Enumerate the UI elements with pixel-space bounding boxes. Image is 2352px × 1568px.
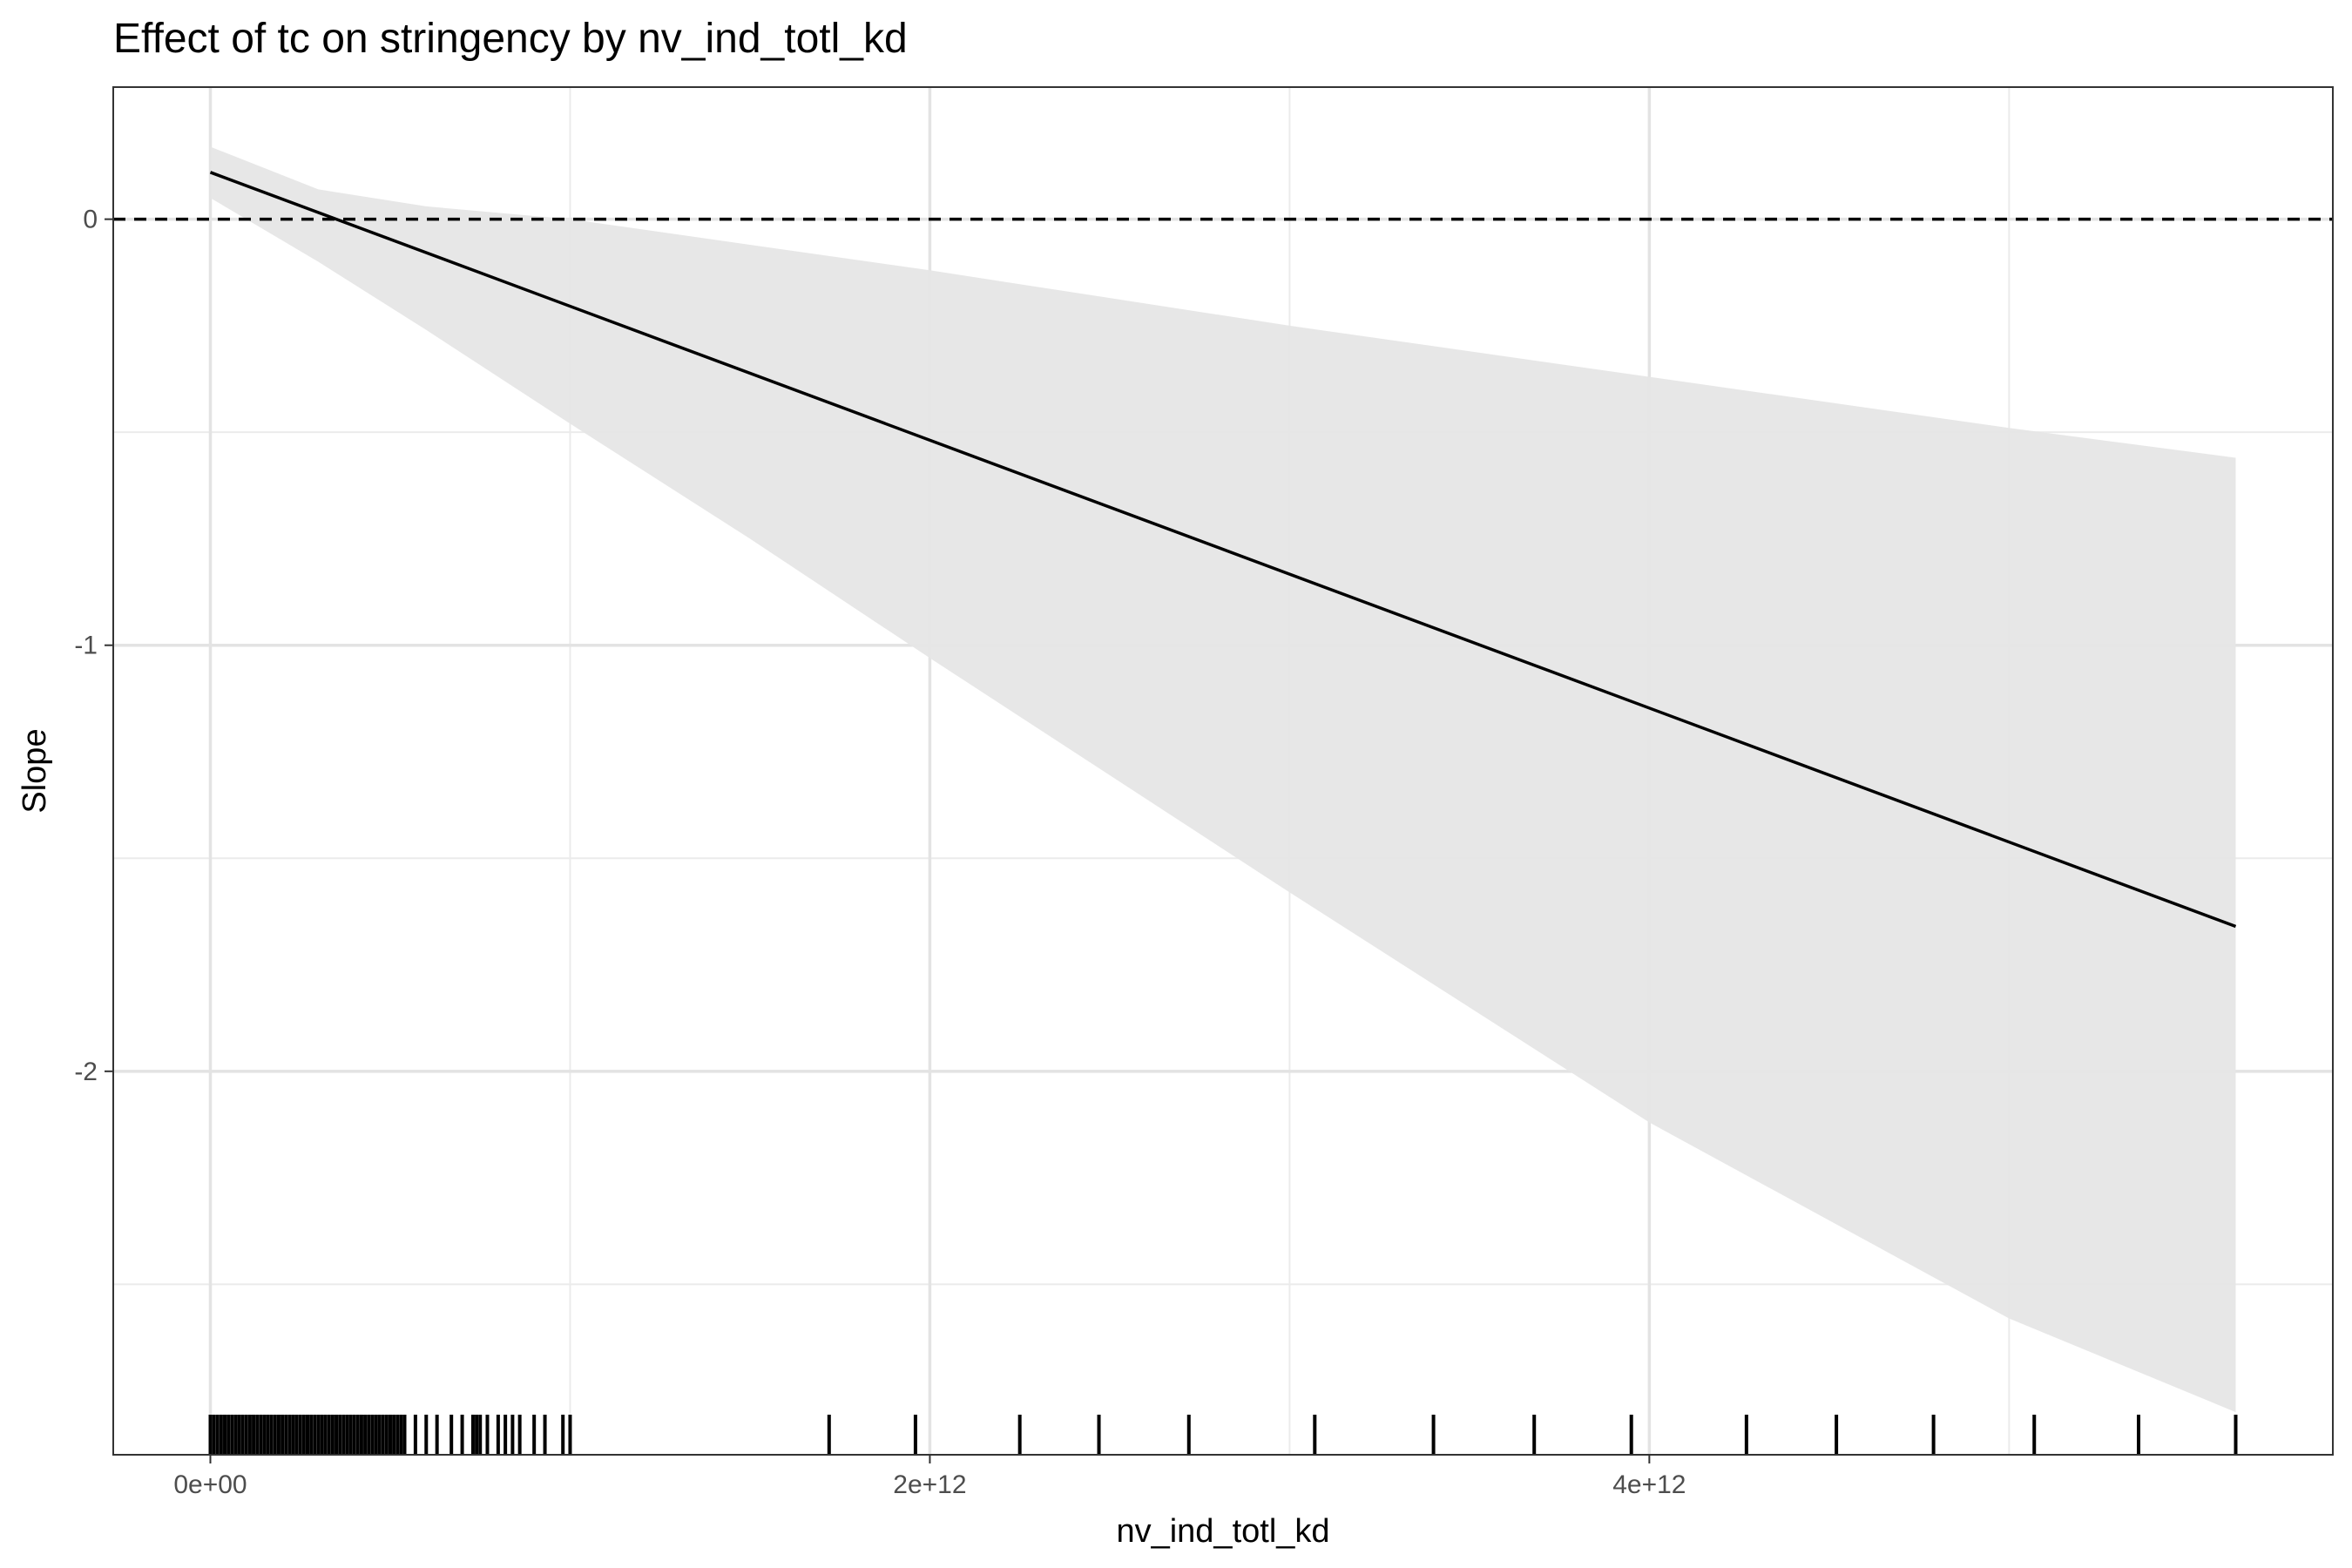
y-tick-label: 0 bbox=[83, 206, 98, 234]
confidence-band-layer bbox=[210, 146, 2236, 1413]
x-tick-labels: 0e+00 2e+12 4e+12 bbox=[173, 1470, 1686, 1499]
x-tick-label: 4e+12 bbox=[1612, 1470, 1686, 1499]
y-tick-labels: 0 -1 -2 bbox=[74, 206, 98, 1086]
axis-ticks bbox=[105, 218, 1651, 1463]
x-tick-label: 0e+00 bbox=[173, 1470, 247, 1499]
y-axis-title: Slope bbox=[17, 728, 53, 813]
y-tick-label: -2 bbox=[74, 1058, 98, 1086]
x-tick-label: 2e+12 bbox=[893, 1470, 966, 1499]
confidence-band bbox=[210, 146, 2236, 1413]
x-axis-title: nv_ind_totl_kd bbox=[1116, 1513, 1329, 1550]
y-tick-label: -1 bbox=[74, 632, 98, 660]
slope-line-layer bbox=[209, 171, 2237, 929]
chart-title: Effect of tc on stringency by nv_ind_tot… bbox=[113, 16, 908, 62]
rug-layer bbox=[208, 1415, 2238, 1455]
slope-line bbox=[209, 171, 2237, 929]
plot-border bbox=[112, 86, 2334, 1456]
